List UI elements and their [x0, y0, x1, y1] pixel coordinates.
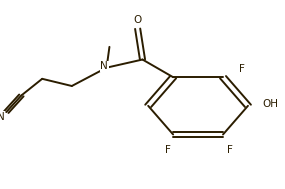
- Text: F: F: [227, 145, 233, 155]
- Text: F: F: [239, 64, 245, 74]
- Text: OH: OH: [263, 99, 279, 109]
- Text: F: F: [165, 145, 171, 155]
- Text: N: N: [0, 112, 5, 122]
- Text: N: N: [100, 61, 108, 71]
- Text: O: O: [134, 15, 142, 25]
